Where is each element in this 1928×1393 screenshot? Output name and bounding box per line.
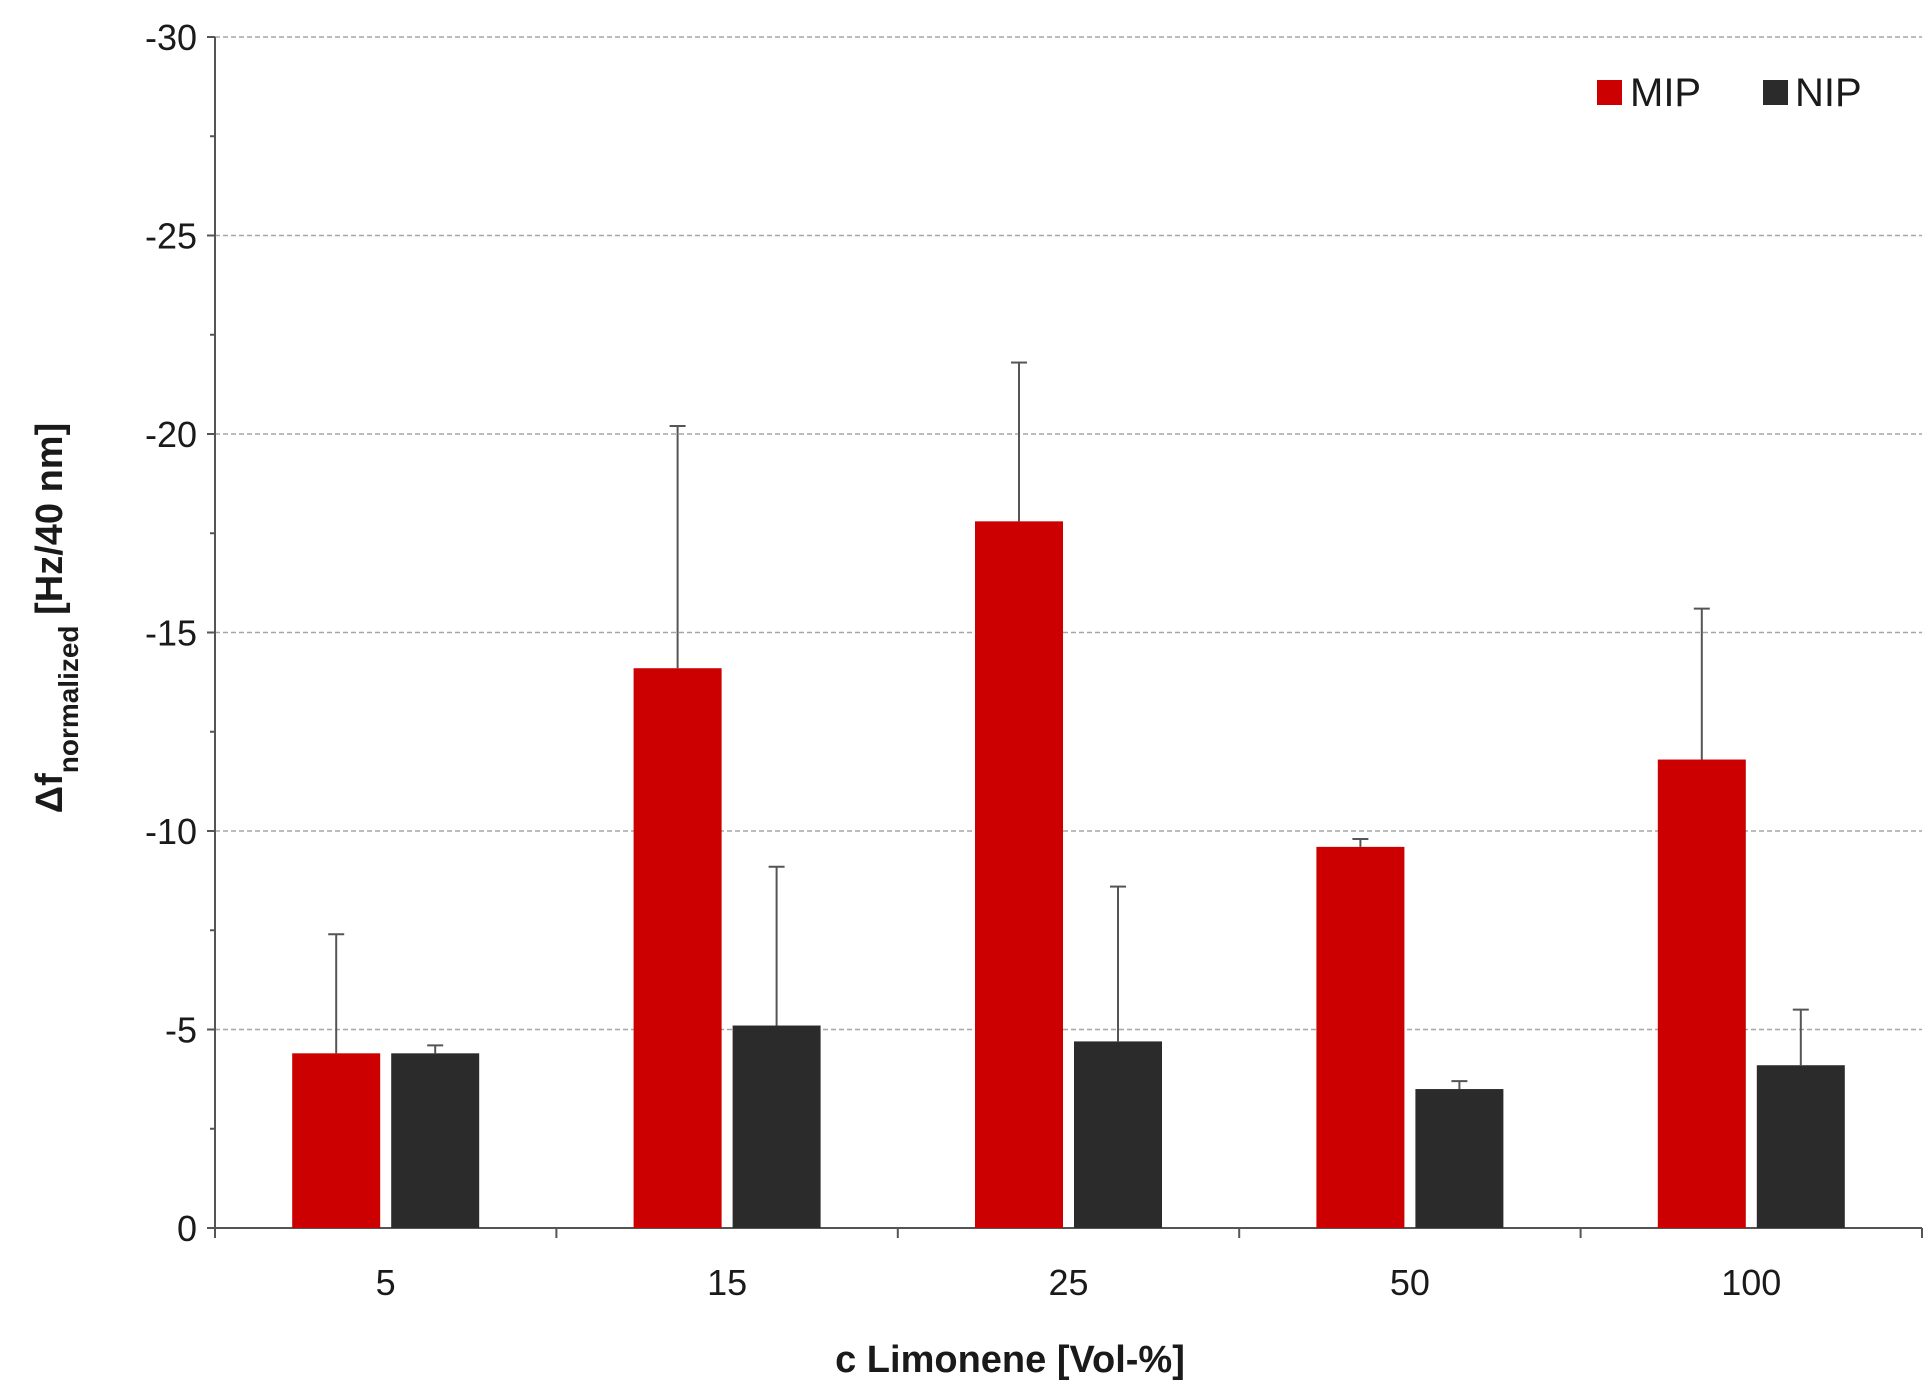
x-tick-label: 15 — [707, 1262, 747, 1303]
x-axis-title: c Limonene [Vol-%] — [835, 1339, 1185, 1381]
y-axis-title-subscript: normalized — [53, 625, 84, 773]
error-bars — [328, 361, 1809, 1090]
legend-label-mip: MIP — [1630, 71, 1701, 115]
bar-mip — [1316, 846, 1405, 1228]
y-tick-label: 0 — [177, 1208, 197, 1249]
bar-nip — [732, 1025, 821, 1228]
grid-lines — [215, 36, 1922, 1031]
bar-mip — [1657, 759, 1746, 1228]
bar-nip — [1415, 1089, 1504, 1228]
x-tick-label: 100 — [1721, 1262, 1781, 1303]
y-tick-label: -25 — [145, 216, 197, 257]
y-axis-title-suffix: [Hz/40 nm] — [29, 423, 71, 626]
x-tick-labels: 5 15 25 50 100 — [376, 1262, 1782, 1303]
y-tick-label: -15 — [145, 613, 197, 654]
x-tick-label: 25 — [1048, 1262, 1088, 1303]
y-tick-label: -10 — [145, 811, 197, 852]
y-axis-title: Δfnormalized [Hz/40 nm] — [29, 423, 84, 813]
legend-label-nip: NIP — [1795, 71, 1862, 115]
x-tick-label: 50 — [1390, 1262, 1430, 1303]
y-axis-title-prefix: Δf — [29, 773, 71, 813]
axes — [207, 36, 1923, 1238]
y-tick-label: -5 — [165, 1010, 197, 1051]
y-tick-labels: 0 -5 -10 -15 -20 -25 -30 — [145, 17, 197, 1249]
bar-mip — [633, 668, 722, 1228]
bar-mip — [292, 1053, 381, 1228]
x-tick-label: 5 — [376, 1262, 396, 1303]
bar-nip — [1074, 1041, 1162, 1228]
y-tick-label: -20 — [145, 414, 197, 455]
legend-swatch-mip — [1597, 80, 1622, 105]
legend-swatch-nip — [1763, 80, 1788, 105]
y-tick-label: -30 — [145, 17, 197, 58]
bars — [292, 521, 1845, 1228]
bar-mip — [975, 521, 1063, 1228]
legend: MIP NIP — [1597, 71, 1862, 115]
bar-nip — [391, 1053, 480, 1228]
bar-nip — [1756, 1065, 1845, 1228]
